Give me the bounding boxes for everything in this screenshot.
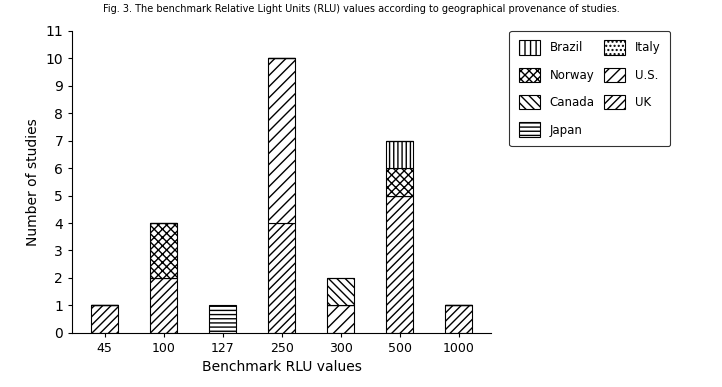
Bar — [386, 168, 413, 195]
Bar — [150, 278, 177, 333]
Bar — [327, 278, 354, 305]
Bar — [150, 223, 177, 278]
Legend: Brazil, Norway, Canada, Japan, Italy, U.S., UK: Brazil, Norway, Canada, Japan, Italy, U.… — [510, 31, 670, 146]
Y-axis label: Number of studies: Number of studies — [26, 118, 40, 246]
Bar — [386, 141, 413, 168]
Bar — [269, 58, 295, 223]
X-axis label: Benchmark RLU values: Benchmark RLU values — [201, 360, 362, 374]
Bar — [209, 305, 236, 333]
Bar — [91, 305, 118, 333]
Text: Fig. 3. The benchmark Relative Light Units (RLU) values according to geographica: Fig. 3. The benchmark Relative Light Uni… — [103, 4, 619, 14]
Bar — [445, 305, 472, 333]
Bar — [386, 195, 413, 333]
Bar — [327, 305, 354, 333]
Bar — [269, 223, 295, 333]
